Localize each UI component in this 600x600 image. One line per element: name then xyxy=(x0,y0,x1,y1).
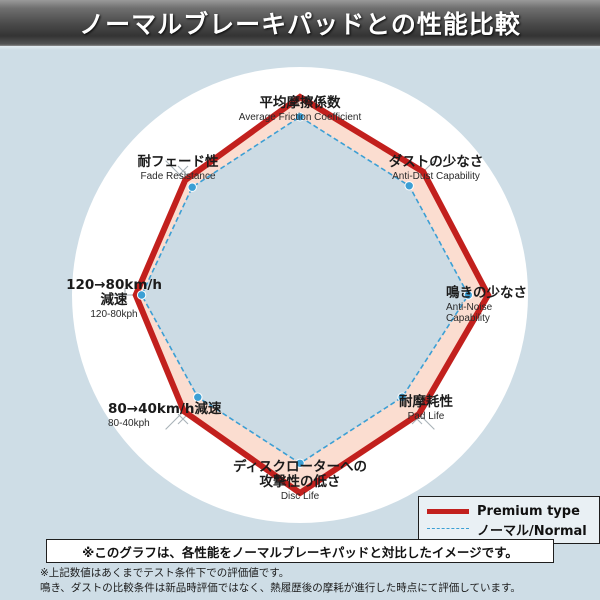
legend-swatch-normal-icon xyxy=(427,523,469,535)
axis-label-jp: 80→40km/h減速 xyxy=(108,401,222,417)
legend-label-normal: ノーマル/Normal xyxy=(477,523,587,539)
axis-label-pad-life: 耐摩耗性 Pad Life xyxy=(372,394,480,423)
axis-label-jp-line2: 攻撃性の低さ xyxy=(259,474,341,491)
normal-data-point xyxy=(193,392,203,402)
legend-label-premium: Premium type xyxy=(477,503,580,519)
normal-series-points xyxy=(136,112,473,468)
axis-label-en: Disc Life xyxy=(280,491,320,503)
axis-label-jp-line2: 減速 xyxy=(100,292,128,309)
normal-series-fill xyxy=(141,116,469,464)
axis-label-fade-resistance: 耐フェード性 Fade Resistance xyxy=(120,154,236,183)
axis-label-anti-dust-capability: ダストの少なさ Anti-Dust Capability xyxy=(376,154,496,183)
premium-series-line xyxy=(132,93,492,497)
axis-label-jp-line1: 120→80km/h xyxy=(66,277,162,293)
axis-label-jp: 平均摩擦係数 xyxy=(259,95,341,111)
normal-data-point xyxy=(397,392,407,402)
normal-data-point xyxy=(187,182,197,192)
axis-label-80-40kph: 80→40km/h減速 80-40kph xyxy=(108,401,238,430)
axis-label-jp: 鳴きの少なさ xyxy=(446,285,527,301)
axis-label-jp-line1: ディスクローターへの xyxy=(232,459,368,475)
axis-label-en: Fade Resistance xyxy=(140,171,216,183)
axis-label-en-line2: Capability xyxy=(446,313,490,325)
normal-data-point xyxy=(136,290,147,300)
axis-label-en: 120-80kph xyxy=(90,309,138,321)
chart-legend: Premium type ノーマル/Normal xyxy=(418,496,600,544)
axis-label-en: Average Friction Coefficient xyxy=(238,112,362,124)
note-box: ※このグラフは、各性能をノーマルブレーキパッドと対比したイメージです。 xyxy=(46,539,554,563)
normal-data-point xyxy=(463,290,473,300)
axis-label-jp: ダストの少なさ xyxy=(388,154,484,170)
axis-label-jp: 耐フェード性 xyxy=(137,154,219,170)
axis-label-en: Anti-Dust Capability xyxy=(392,171,480,183)
radar-chart-svg xyxy=(72,67,528,523)
normal-data-point xyxy=(295,112,305,122)
page-title: ノーマルブレーキパッドとの性能比較 xyxy=(79,10,521,39)
page-header: ノーマルブレーキパッドとの性能比較 xyxy=(0,0,600,47)
axis-label-en-line1: Anti-Noise xyxy=(446,302,493,314)
footnote-line-1: ※上記数値はあくまでテスト条件下での評価値です。 xyxy=(40,567,290,579)
axis-label-disc-life: ディスクローターへの 攻撃性の低さ Disc Life xyxy=(220,459,380,503)
footnotes: ※上記数値はあくまでテスト条件下での評価値です。 鳴き、ダストの比較条件は新品時… xyxy=(40,566,580,596)
radar-chart-area: 平均摩擦係数 Average Friction Coefficient ダストの… xyxy=(0,50,600,528)
normal-data-point xyxy=(295,458,305,468)
legend-swatch-premium-icon xyxy=(427,505,469,517)
axis-label-average-friction-coefficient: 平均摩擦係数 Average Friction Coefficient xyxy=(218,95,382,124)
note-box-text: ※このグラフは、各性能をノーマルブレーキパッドと対比したイメージです。 xyxy=(82,544,518,560)
legend-item-normal: ノーマル/Normal xyxy=(427,520,591,539)
axis-label-120-80kph: 120→80km/h 減速 120-80kph xyxy=(62,277,166,321)
axis-label-anti-noise-capability: 鳴きの少なさ Anti-Noise Capability xyxy=(446,285,542,325)
axis-label-jp: 耐摩耗性 xyxy=(399,394,453,410)
axis-label-en: 80-40kph xyxy=(108,418,150,430)
normal-data-point xyxy=(404,181,414,191)
header-sheen-divider xyxy=(0,46,600,50)
footnote-line-2: 鳴き、ダストの比較条件は新品時評価ではなく、熱履歴後の摩耗が進行した時点にて評価… xyxy=(40,582,521,595)
legend-item-premium: Premium type xyxy=(427,502,591,520)
axis-label-en: Pad Life xyxy=(407,411,445,423)
